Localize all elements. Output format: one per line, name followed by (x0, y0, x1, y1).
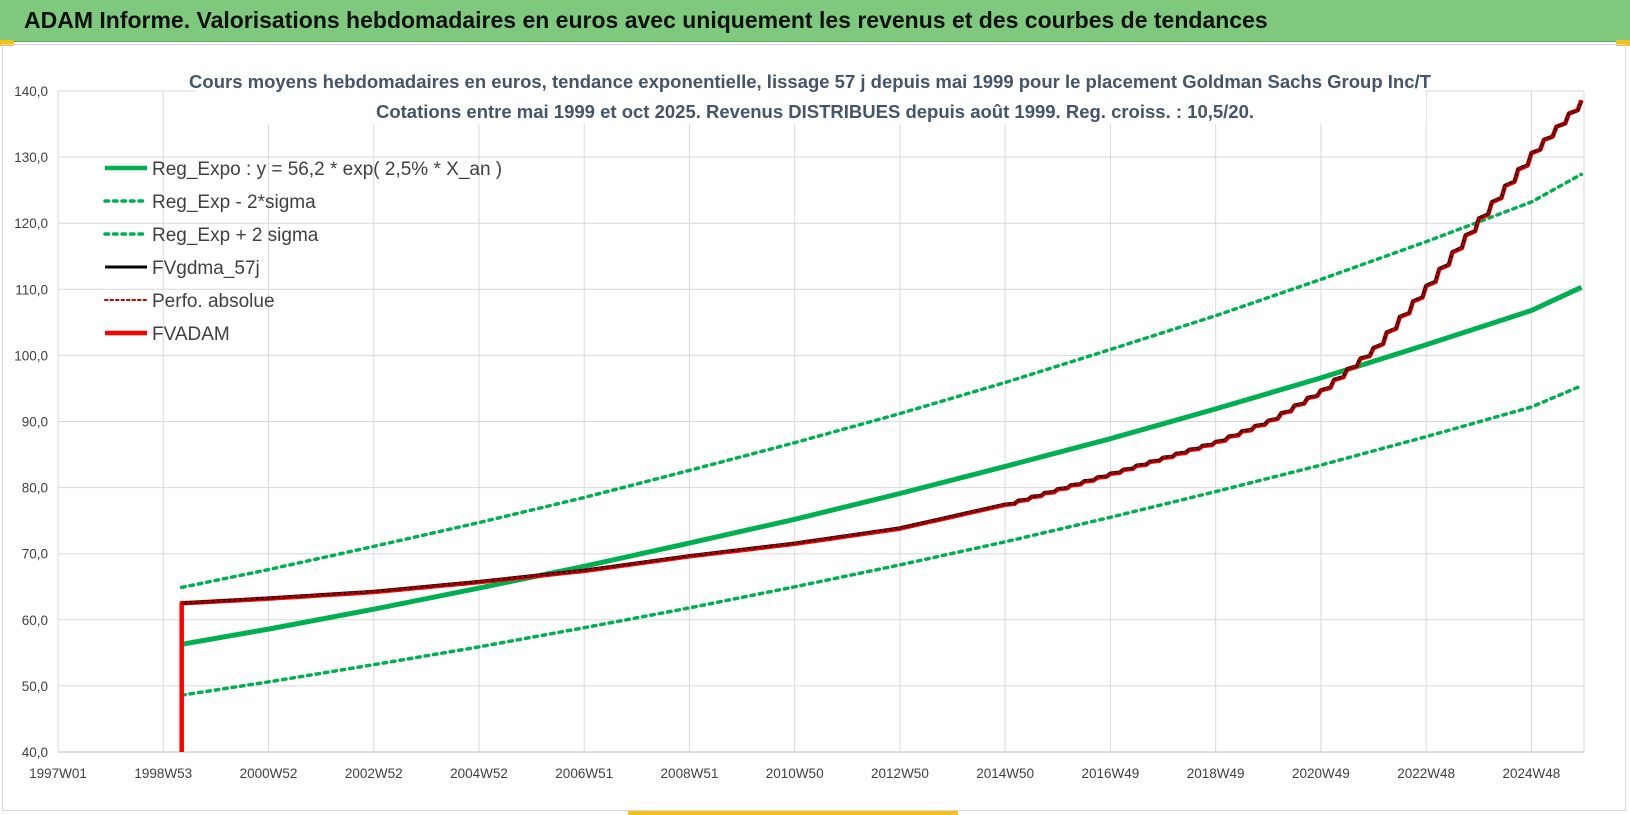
series-line-0 (181, 285, 1583, 647)
legend-label: Reg_Expo : y = 56,2 * exp( 2,5% * X_an ) (152, 159, 502, 180)
legend-label: FVADAM (152, 324, 230, 345)
y-tick-label: 40,0 (22, 745, 48, 760)
y-tick-label: 140,0 (14, 84, 48, 99)
x-tick-label: 2000W52 (240, 766, 298, 781)
corner-mark-left (0, 40, 14, 46)
chart-title-line-1: Cours moyens hebdomadaires en euros, ten… (189, 71, 1432, 92)
chart-frame (2, 44, 1626, 811)
y-tick-label: 110,0 (15, 282, 48, 297)
y-axis: 40,0 50,0 60,0 70,0 80,0 90,0 100,0 110,0 120,0 1… (14, 84, 48, 760)
x-axis: 1997W01 1998W53 2000W52 2002W52 2004W52 2006W… (29, 751, 1584, 781)
x-tick-label: 2002W52 (345, 766, 403, 781)
report-banner: ADAM Informe. Valorisations hebdomadaire… (0, 0, 1630, 42)
x-tick-label: 2024W48 (1502, 766, 1560, 781)
y-tick-label: 90,0 (22, 415, 48, 430)
grid-lines (57, 90, 1585, 753)
x-tick-label: 2006W51 (555, 766, 613, 781)
series-line-1 (179, 384, 1584, 697)
x-tick-label: 2010W50 (766, 766, 824, 781)
y-tick-label: 70,0 (22, 547, 48, 562)
x-tick-label: 2004W52 (450, 766, 508, 781)
y-tick-label: 120,0 (14, 216, 48, 231)
corner-mark-right (1616, 40, 1630, 46)
legend-label: Reg_Exp - 2*sigma (152, 192, 316, 213)
legend-label: FVgdma_57j (152, 258, 260, 279)
y-tick-label: 130,0 (14, 150, 48, 165)
chart-title-line-2: Cotations entre mai 1999 et oct 2025. Re… (376, 101, 1254, 122)
legend-label: Perfo. absolue (152, 291, 275, 312)
series-line-5 (179, 99, 1584, 752)
title-background (196, 66, 1426, 124)
x-tick-label: 2008W51 (661, 766, 719, 781)
y-tick-label: 80,0 (22, 481, 48, 496)
x-tick-label: 1998W53 (134, 766, 192, 781)
legend: Reg_Expo : y = 56,2 * exp( 2,5% * X_an )… (103, 159, 502, 345)
legend-label: Reg_Exp + 2 sigma (152, 225, 319, 246)
series-line-2 (179, 172, 1584, 590)
bottom-accent (628, 811, 958, 815)
x-tick-label: 2018W49 (1187, 766, 1245, 781)
y-tick-label: 50,0 (22, 679, 48, 694)
y-tick-label: 60,0 (22, 613, 48, 628)
x-tick-label: 2022W48 (1397, 766, 1455, 781)
x-tick-label: 2016W49 (1082, 766, 1140, 781)
series-lines (179, 99, 1584, 752)
x-tick-label: 2014W50 (976, 766, 1034, 781)
x-tick-label: 2012W50 (871, 766, 929, 781)
series-line-4 (180, 99, 1583, 605)
report-title: ADAM Informe. Valorisations hebdomadaire… (24, 7, 1268, 33)
x-tick-label: 2020W49 (1292, 766, 1350, 781)
y-tick-label: 100,0 (14, 348, 48, 363)
x-tick-label: 1997W01 (29, 766, 87, 781)
